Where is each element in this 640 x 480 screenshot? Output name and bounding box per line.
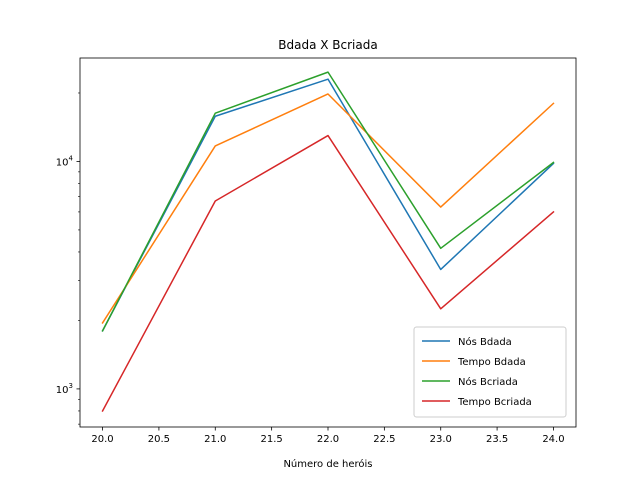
x-tick-label: 24.0 bbox=[542, 434, 564, 445]
series-line-3 bbox=[101, 71, 555, 332]
series-line-2 bbox=[101, 93, 555, 324]
y-tick-label: 103 bbox=[56, 382, 73, 396]
x-tick-label: 20.5 bbox=[148, 434, 170, 445]
legend-label: Tempo Bcriada bbox=[457, 397, 532, 408]
x-tick-label: 23.5 bbox=[486, 434, 508, 445]
legend-label: Nós Bcriada bbox=[458, 376, 518, 388]
y-tick-label: 104 bbox=[56, 154, 74, 168]
x-tick-label: 23.0 bbox=[430, 434, 452, 445]
x-axis-label: Número de heróis bbox=[283, 458, 372, 470]
legend-label: Tempo Bdada bbox=[457, 357, 526, 368]
series-line-1 bbox=[101, 78, 555, 332]
x-tick-label: 22.5 bbox=[373, 434, 395, 445]
x-tick-label: 21.5 bbox=[261, 434, 283, 445]
legend-label: Nós Bdada bbox=[458, 336, 512, 348]
legend-box bbox=[413, 326, 567, 418]
legend: Nós Bdada Tempo Bdada Nós Bcriada Tempo Bcr… bbox=[413, 326, 567, 418]
x-tick-label: 20.0 bbox=[91, 434, 113, 445]
x-tick-label: 22.0 bbox=[317, 434, 339, 445]
x-tick-label: 21.0 bbox=[204, 434, 226, 445]
x-axis: 20.0 20.5 21.0 21.5 22.0 22.5 23.0 23.5 24.0 bbox=[91, 427, 565, 445]
series-layer bbox=[101, 71, 555, 412]
chart-title: Bdada X Bcriada bbox=[278, 38, 377, 52]
series-line-4 bbox=[101, 134, 555, 412]
plot-frame bbox=[79, 57, 577, 428]
